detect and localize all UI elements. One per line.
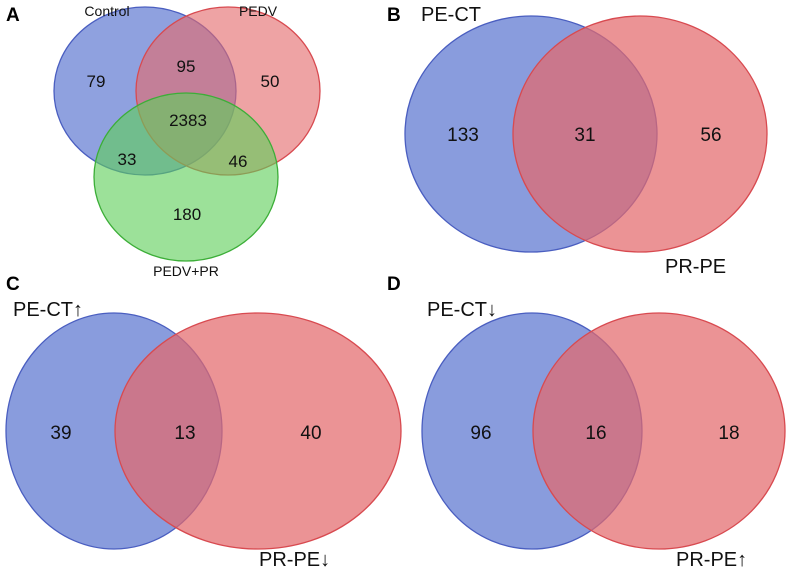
pe-ct-pr-pe-overlap-count: 31 bbox=[574, 125, 595, 146]
control-pedv-overlap-count: 95 bbox=[177, 57, 196, 76]
control-set-label: Control bbox=[84, 3, 129, 19]
pr-pe-down-set-circle bbox=[114, 312, 402, 550]
pr-pe-down-only-count: 40 bbox=[300, 423, 321, 444]
pe-ct-down-only-count: 96 bbox=[470, 423, 491, 444]
panel-b-letter: B bbox=[387, 5, 401, 26]
panel-d-letter: D bbox=[387, 274, 401, 295]
pedv-only-count: 50 bbox=[261, 72, 280, 91]
pr-pe-only-count: 56 bbox=[700, 125, 721, 146]
pe-ct-down-set-label: PE-CT↓ bbox=[427, 299, 497, 321]
pedv-pr-set-circle bbox=[93, 92, 279, 262]
pr-pe-up-set-label: PR-PE↑ bbox=[676, 549, 747, 571]
panel-c: C PE-CT↑ PR-PE↓ 39 13 40 bbox=[5, 274, 402, 571]
pe-ct-set-label: PE-CT bbox=[421, 4, 481, 26]
all-three-overlap-count: 2383 bbox=[169, 111, 207, 130]
panel-c-letter: C bbox=[6, 274, 20, 295]
pedv-pr-only-count: 180 bbox=[173, 205, 201, 224]
pedv-pr-set-label: PEDV+PR bbox=[153, 263, 219, 279]
pr-pe-set-label: PR-PE bbox=[665, 256, 726, 278]
pe-ct-only-count: 133 bbox=[447, 125, 479, 146]
pr-pe-set-circle bbox=[512, 15, 768, 253]
pr-pe-up-set-circle bbox=[532, 312, 786, 550]
pedv-set-label: PEDV bbox=[239, 3, 278, 19]
pe-ct-up-set-label: PE-CT↑ bbox=[13, 299, 83, 321]
panel-a-letter: A bbox=[6, 5, 20, 26]
pedv-pedv-pr-overlap-count: 46 bbox=[229, 152, 248, 171]
control-only-count: 79 bbox=[87, 72, 106, 91]
panel-a: A Control PEDV PEDV+PR 79 50 180 95 33 4… bbox=[6, 3, 321, 279]
pe-ct-up-only-count: 39 bbox=[50, 423, 71, 444]
panel-b: B PE-CT PR-PE 133 31 56 bbox=[387, 4, 768, 278]
pr-pe-up-only-count: 18 bbox=[718, 423, 739, 444]
control-pedv-pr-overlap-count: 33 bbox=[118, 150, 137, 169]
pe-ct-up-pr-pe-down-overlap-count: 13 bbox=[174, 423, 195, 444]
panel-d: D PE-CT↓ PR-PE↑ 96 16 18 bbox=[387, 274, 786, 571]
pe-ct-down-pr-pe-up-overlap-count: 16 bbox=[585, 423, 606, 444]
pr-pe-down-set-label: PR-PE↓ bbox=[259, 549, 330, 571]
